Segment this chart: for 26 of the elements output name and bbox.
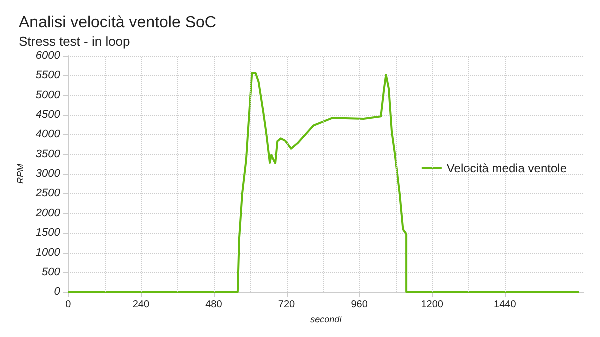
x-tick-label: 720 [278,300,296,311]
y-tick-label: 500 [42,266,62,278]
y-tick-label: 2000 [34,207,62,220]
y-tick-label: 1500 [36,227,62,240]
x-axis-title: secondi [310,314,343,324]
x-tick-label: 1200 [421,300,444,311]
y-tick-label: 1000 [36,246,62,259]
x-tick-label: 960 [351,300,368,311]
y-tick-label: 5500 [36,70,62,82]
line-series [67,72,580,294]
legend-label: Velocità media ventole [446,162,568,176]
y-tick-label: 5000 [36,89,62,102]
y-tick-label: 3500 [36,148,62,160]
y-tick-label: 4000 [36,128,62,141]
x-tick-label: 1440 [494,300,517,311]
x-tick-label: 240 [132,300,150,311]
chart-title: Analisi velocità ventole SoC [19,14,216,32]
y-tick-label: 4500 [36,109,62,122]
y-axis-title: RPM [16,164,26,184]
y-tick-label: 0 [54,286,62,298]
chart-subtitle: Stress test - in loop [19,34,130,49]
y-tick-label: 6000 [36,50,62,62]
x-tick-label: 0 [66,300,72,311]
x-tick-label: 480 [206,300,223,311]
y-tick-label: 2500 [34,188,62,200]
y-tick-label: 3000 [36,168,62,180]
